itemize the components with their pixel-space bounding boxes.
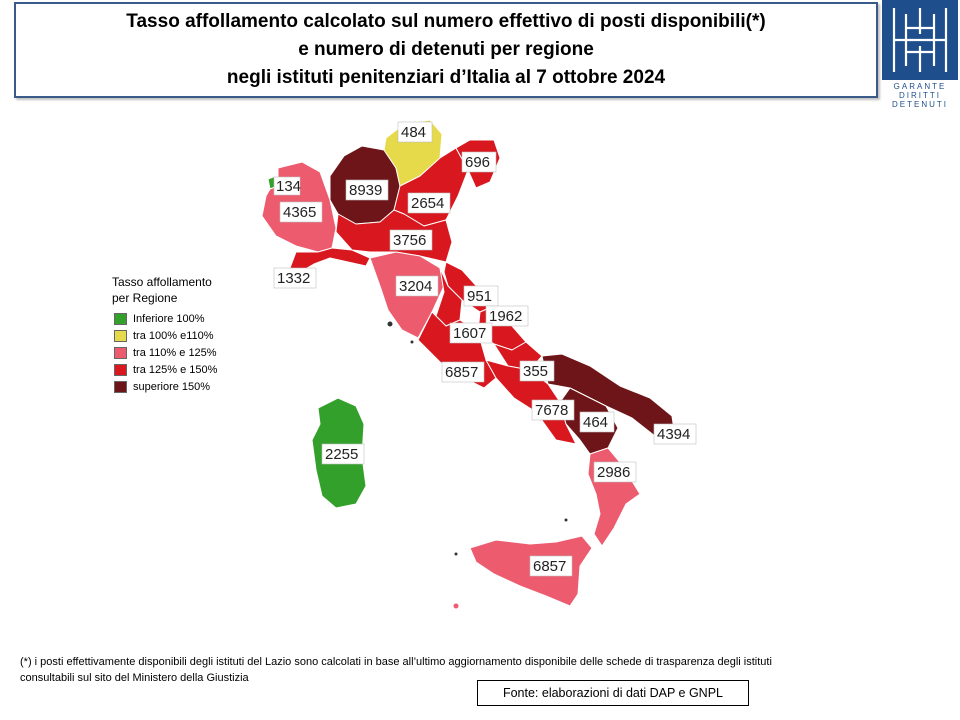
map-label-text: 6857 <box>445 364 478 381</box>
legend-item: Inferiore 100% <box>114 310 262 327</box>
island-eolie <box>563 517 569 523</box>
island-pantelleria <box>452 602 460 610</box>
legend-swatch <box>114 329 127 342</box>
source-text: Fonte: elaborazioni di dati DAP e GNPL <box>502 686 724 700</box>
map-label-molise: 355 <box>519 360 555 382</box>
source-box: Fonte: elaborazioni di dati DAP e GNPL <box>477 680 749 706</box>
map-label-text: 464 <box>583 414 608 431</box>
title-box: Tasso affollamento calcolato sul numero … <box>14 2 878 98</box>
map-label-friuli: 696 <box>461 151 497 173</box>
garante-logo-icon <box>882 0 958 80</box>
legend-title-line-1: Tasso affollamento <box>112 275 212 289</box>
map-label-calabria: 2986 <box>593 461 637 483</box>
title-line-3: negli istituti penitenziari d’Italia al … <box>226 67 666 88</box>
map-label-text: 951 <box>467 288 492 305</box>
map-label-text: 2986 <box>597 464 630 481</box>
map-label-text: 484 <box>401 124 426 141</box>
island-elba <box>386 320 394 328</box>
legend-title-line-2: per Regione <box>112 291 178 305</box>
legend-swatch <box>114 346 127 359</box>
map-label-sardegna: 2255 <box>321 443 365 465</box>
legend-item: superiore 150% <box>114 378 262 395</box>
map-label-piemonte: 4365 <box>279 201 323 223</box>
map-label-liguria: 1332 <box>273 267 317 289</box>
map-label-text: 134 <box>276 178 301 195</box>
map-label-text: 8939 <box>349 182 382 199</box>
footnote: (*) i posti effettivamente disponibili d… <box>20 654 940 686</box>
legend-item: tra 110% e 125% <box>114 344 262 361</box>
legend: Tasso affollamento per Regione Inferiore… <box>112 274 262 395</box>
map-label-text: 7678 <box>535 402 568 419</box>
logo-caption-3: DETENUTI <box>892 100 948 109</box>
map-label-text: 355 <box>523 363 548 380</box>
map-label-group: 134 484 696 8939 4365 2654 3756 1332 320… <box>273 121 697 577</box>
map-label-veneto: 2654 <box>407 192 451 214</box>
map-label-text: 1607 <box>453 325 486 342</box>
map-label-trentino: 484 <box>397 121 433 143</box>
logo-caption-2: DIRITTI <box>899 91 941 100</box>
map-label-emilia: 3756 <box>389 229 433 251</box>
map-label-text: 2255 <box>325 446 358 463</box>
legend-item: tra 125% e 150% <box>114 361 262 378</box>
title-line-1: Tasso affollamento calcolato sul numero … <box>126 11 766 32</box>
legend-swatch <box>114 312 127 325</box>
map-label-lazio: 6857 <box>441 361 485 383</box>
map-label-text: 1332 <box>277 270 310 287</box>
map-label-campania: 7678 <box>531 399 575 421</box>
map-label-text: 3756 <box>393 232 426 249</box>
logo-caption-1: GARANTE <box>893 82 947 91</box>
legend-label: tra 125% e 150% <box>133 363 218 376</box>
map-label-umbria: 951 <box>463 285 499 307</box>
map-label-abruzzo: 1607 <box>449 322 493 344</box>
map-label-valle-daosta: 134 <box>273 176 301 196</box>
legend-label: tra 100% e110% <box>133 329 214 342</box>
legend-item: tra 100% e110% <box>114 327 262 344</box>
map-label-basilicata: 464 <box>579 411 615 433</box>
map-label-text: 6857 <box>533 558 566 575</box>
garante-logo: GARANTE DIRITTI DETENUTI <box>882 0 958 109</box>
map-label-puglia: 4394 <box>653 423 697 445</box>
footnote-line-2: consultabili sul sito del Ministero dell… <box>20 672 249 684</box>
legend-swatch <box>114 380 127 393</box>
legend-label: tra 110% e 125% <box>133 346 217 359</box>
map-label-text: 3204 <box>399 278 432 295</box>
map-label-text: 696 <box>465 154 490 171</box>
island-egadi <box>453 551 459 557</box>
map-label-text: 2654 <box>411 195 444 212</box>
legend-swatch <box>114 363 127 376</box>
legend-label: superiore 150% <box>133 380 211 393</box>
map-label-sicilia: 6857 <box>529 555 573 577</box>
italy-map: 134 484 696 8939 4365 2654 3756 1332 320… <box>261 119 697 610</box>
island-ponza <box>409 339 415 345</box>
title-line-2: e numero di detenuti per regione <box>298 39 594 60</box>
map-label-text: 4365 <box>283 204 316 221</box>
map-label-text: 1962 <box>489 308 522 325</box>
footnote-line-1: (*) i posti effettivamente disponibili d… <box>20 656 772 668</box>
map-label-lombardia: 8939 <box>345 179 389 201</box>
map-label-marche: 1962 <box>485 305 529 327</box>
map-label-toscana: 3204 <box>395 275 439 297</box>
legend-label: Inferiore 100% <box>133 312 205 325</box>
map-label-text: 4394 <box>657 426 690 443</box>
